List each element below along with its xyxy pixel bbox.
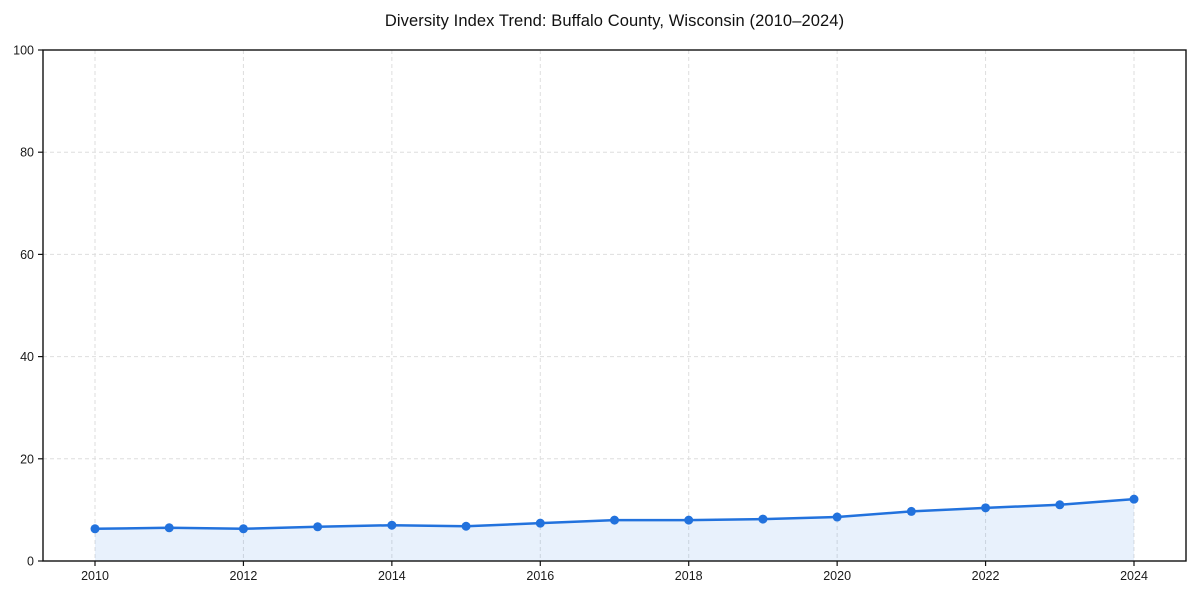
- data-point: [313, 522, 323, 532]
- data-point: [758, 514, 768, 524]
- y-tick-label: 60: [20, 248, 34, 262]
- data-point: [906, 506, 916, 516]
- y-tick-label: 20: [20, 452, 34, 466]
- data-point: [164, 523, 174, 533]
- plot-border: [42, 49, 1187, 562]
- x-tick-label: 2024: [1120, 569, 1148, 583]
- data-point: [610, 515, 619, 525]
- x-tick-label: 2022: [972, 569, 1000, 583]
- x-tick-label: 2016: [526, 569, 554, 583]
- x-tick-label: 2012: [230, 569, 258, 583]
- x-tick-label: 2018: [675, 569, 703, 583]
- data-point: [461, 521, 471, 531]
- data-point: [387, 520, 397, 530]
- y-tick-label: 40: [20, 350, 34, 364]
- data-point: [1055, 500, 1065, 510]
- data-point: [832, 512, 842, 522]
- x-tick-label: 2014: [378, 569, 406, 583]
- data-point: [1129, 494, 1139, 504]
- data-point: [981, 503, 991, 513]
- y-tick-label: 80: [20, 146, 34, 160]
- data-point: [684, 515, 694, 525]
- data-point: [238, 524, 248, 534]
- x-tick-label: 2010: [81, 569, 109, 583]
- chart-title: Diversity Index Trend: Buffalo County, W…: [384, 12, 845, 30]
- x-tick-label: 2020: [823, 569, 851, 583]
- data-point: [535, 518, 545, 528]
- y-tick-label: 100: [13, 44, 34, 58]
- data-point: [90, 524, 100, 534]
- y-tick-label: 0: [27, 555, 34, 569]
